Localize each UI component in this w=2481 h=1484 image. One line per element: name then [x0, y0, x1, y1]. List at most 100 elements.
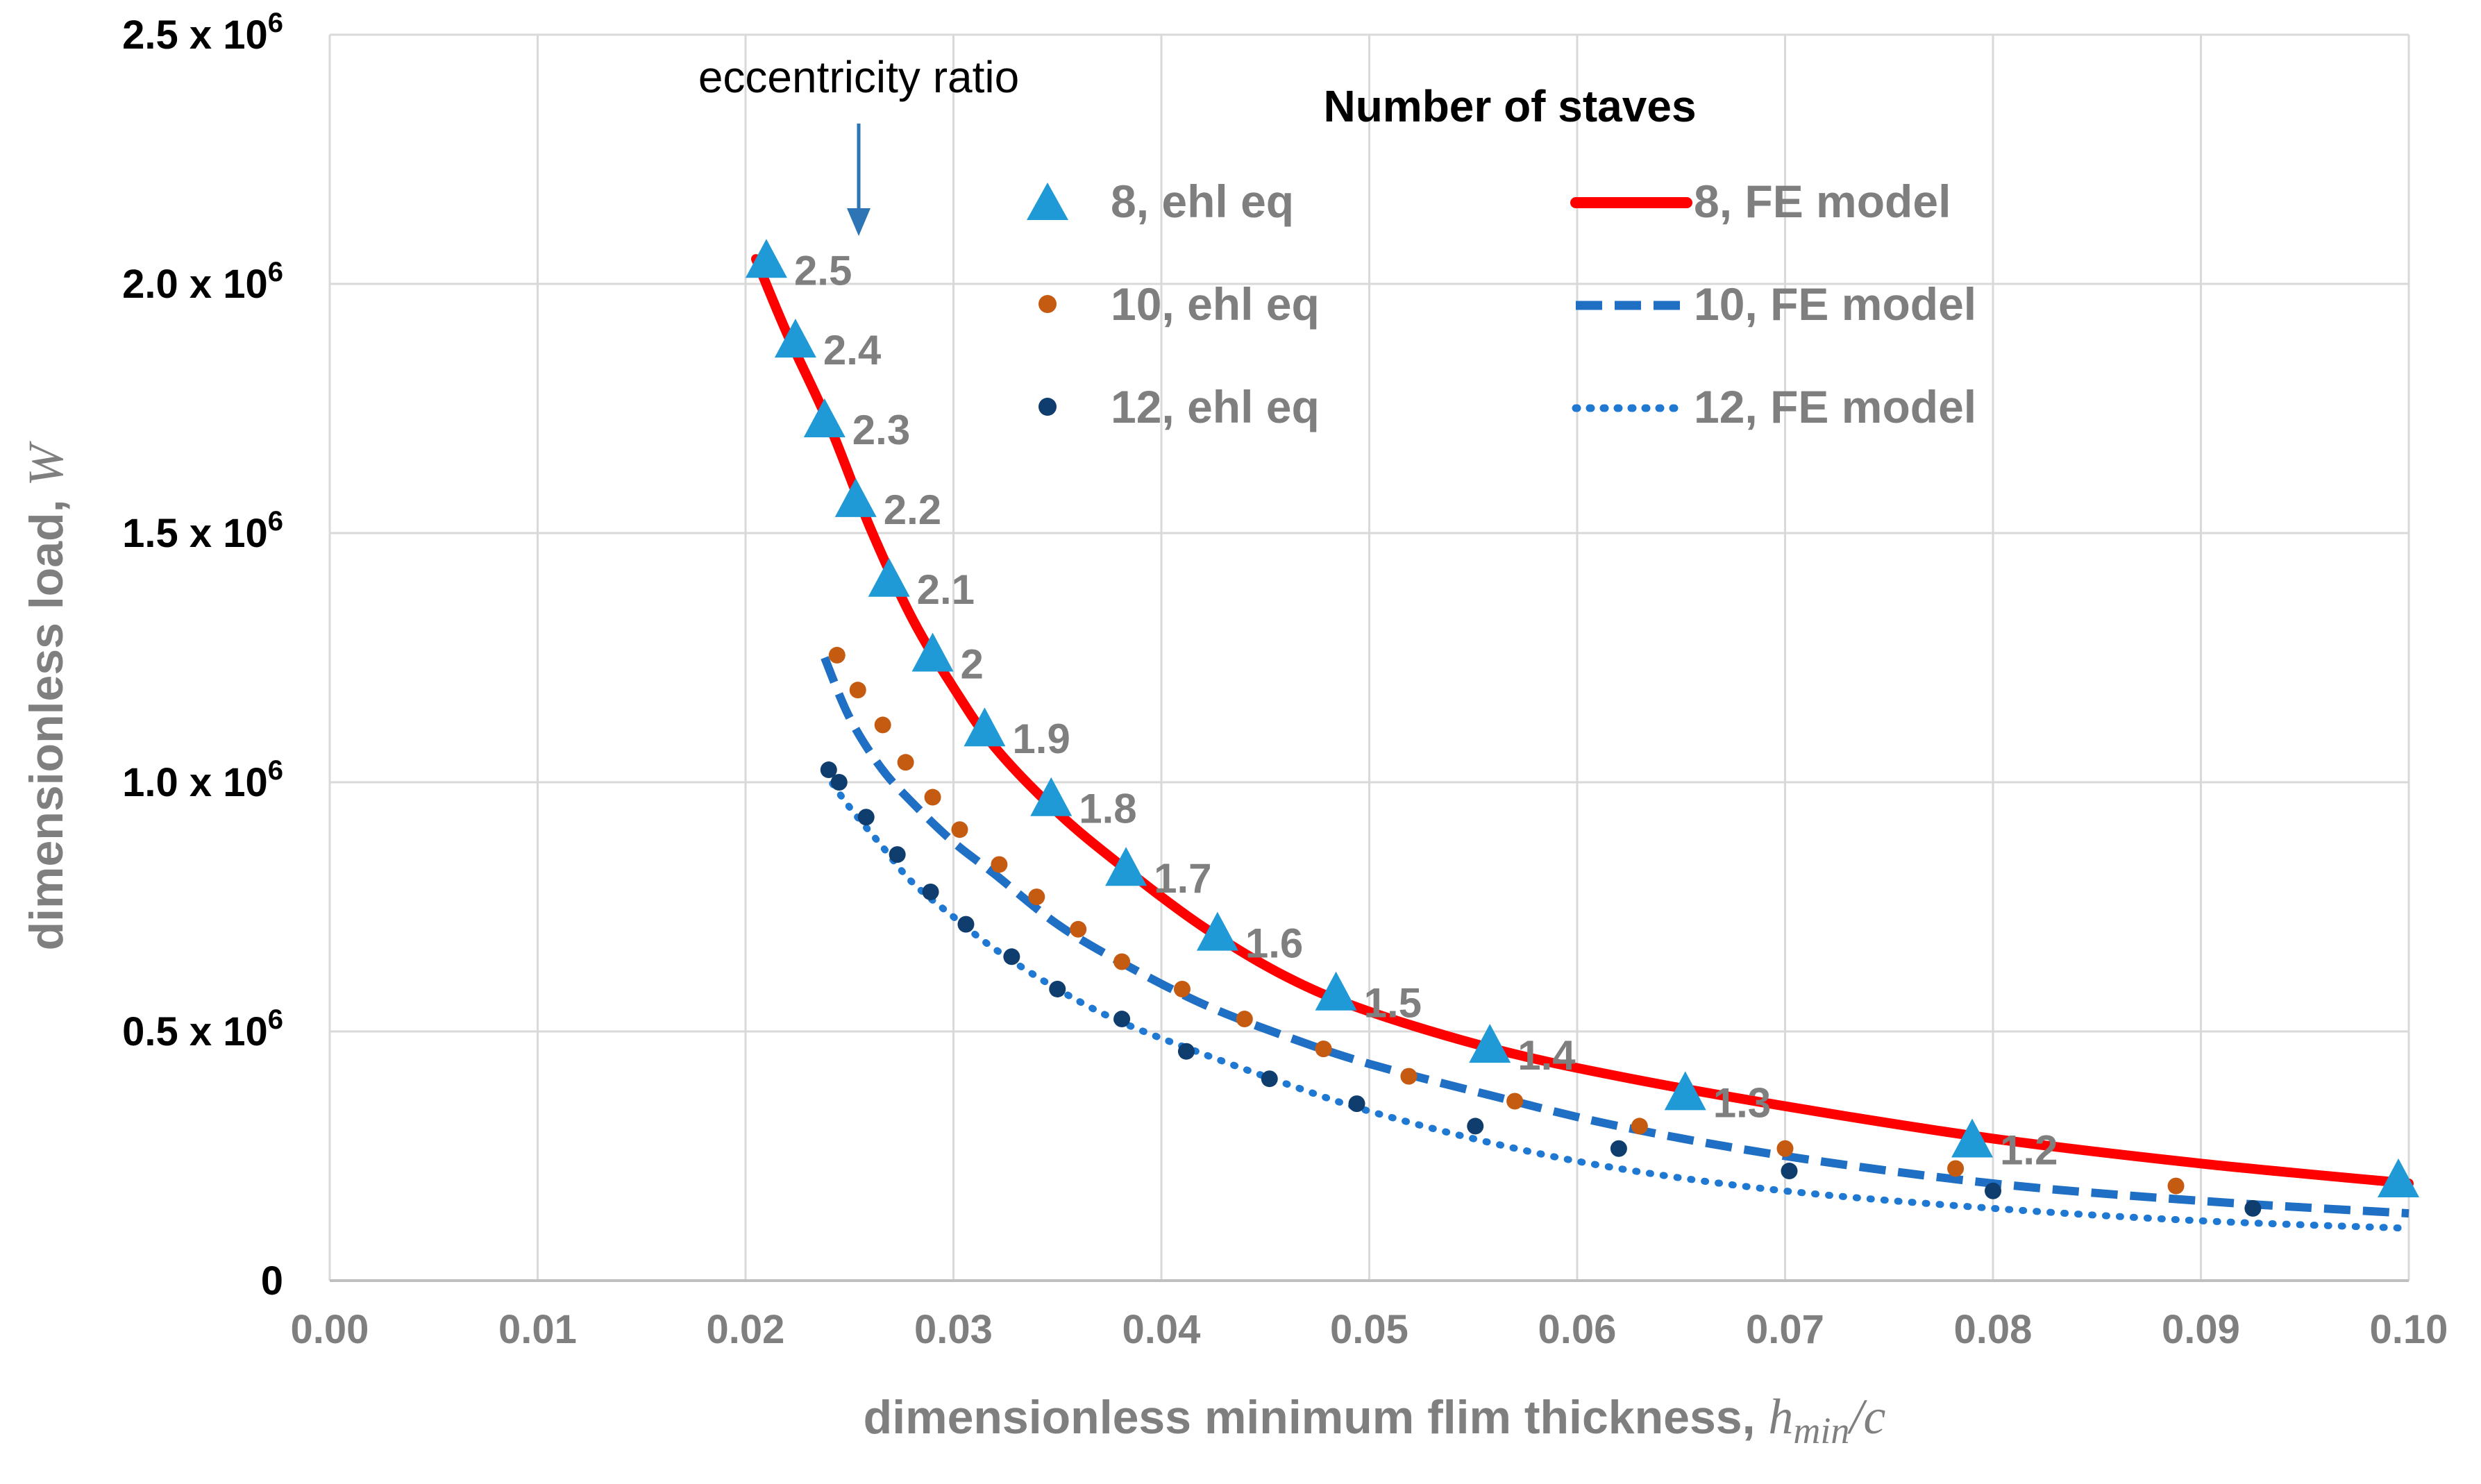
eccentricity-label: 2.4 [823, 327, 882, 373]
data-point-8-ehl [911, 632, 954, 672]
y-tick-label-base: 0.5 x 10 [122, 1009, 268, 1054]
data-point-8-ehl [964, 707, 1006, 747]
legend-label-10-ehl: 10, ehl eq [1111, 278, 1320, 330]
eccentricity-label: 2.1 [917, 566, 975, 613]
data-point-8-ehl [868, 557, 910, 597]
x-tick-label: 0.06 [1538, 1307, 1617, 1352]
x-tick-label: 0.03 [914, 1307, 993, 1352]
data-point-12-ehl [2244, 1199, 2262, 1217]
data-point-10-ehl [1506, 1093, 1524, 1110]
x-tick-label: 0.05 [1330, 1307, 1408, 1352]
x-axis-label-tail: /c [1847, 1389, 1885, 1444]
data-point-10-ehl [1631, 1118, 1648, 1135]
y-tick-label-base: 2.5 x 10 [122, 12, 268, 58]
data-point-8-ehl [803, 398, 846, 438]
data-point-12-ehl [1467, 1118, 1484, 1135]
y-tick-label: 2.0 x 106 [122, 257, 283, 307]
y-tick-label-exponent: 6 [268, 1004, 283, 1035]
legend-label-10-fe: 10, FE model [1694, 278, 1976, 330]
legend-title: Number of staves [1323, 81, 1696, 131]
y-tick-label: 1.5 x 106 [122, 506, 283, 556]
data-point-8-ehl [1030, 777, 1073, 816]
data-point-10-ehl [951, 821, 968, 838]
x-tick-label: 0.08 [1954, 1307, 2033, 1352]
legend: Number of staves 8, ehl eq 10, ehl eq 12… [1027, 81, 1976, 432]
y-tick-label-exponent: 6 [268, 506, 283, 537]
eccentricity-label: 1.5 [1364, 980, 1422, 1027]
data-point-12-ehl [889, 846, 906, 863]
data-point-8-ehl [2378, 1158, 2420, 1197]
eccentricity-label: 1.7 [1154, 855, 1211, 902]
data-point-10-ehl [1173, 980, 1191, 997]
legend-marker-8-ehl [1027, 183, 1068, 220]
data-point-10-ehl [924, 789, 941, 806]
x-tick-label: 0.07 [1746, 1307, 1824, 1352]
x-tick-label: 0.00 [291, 1307, 369, 1352]
y-tick-label-base: 1.5 x 10 [122, 511, 268, 556]
legend-label-8-ehl: 8, ehl eq [1111, 176, 1294, 227]
y-tick-label-base: 1.0 x 10 [122, 760, 268, 805]
data-point-8-ehl [1315, 971, 1357, 1011]
data-point-12-ehl [1985, 1182, 2001, 1199]
legend-marker-10-ehl [1038, 295, 1057, 313]
data-point-10-ehl [1028, 888, 1045, 906]
eccentricity-label: 1.3 [1713, 1079, 1771, 1126]
data-point-10-ehl [849, 682, 866, 699]
eccentricity-label: 1.6 [1245, 920, 1303, 967]
data-point-12-ehl [1610, 1140, 1627, 1157]
legend-label-12-fe: 12, FE model [1694, 381, 1976, 432]
data-point-12-ehl [1049, 980, 1066, 997]
data-point-10-ehl [1776, 1140, 1794, 1157]
eccentricity-label: 2.2 [884, 487, 941, 533]
x-tick-label: 0.04 [1122, 1307, 1201, 1352]
y-axis-label-italic: W [18, 441, 74, 487]
data-point-8-ehl [1105, 847, 1147, 886]
data-point-8-ehl [834, 478, 877, 517]
data-point-12-ehl [857, 809, 875, 826]
data-point-8-ehl [1196, 911, 1238, 951]
data-point-12-ehl [1348, 1095, 1365, 1113]
data-point-12-ehl [957, 916, 975, 933]
data-point-8-ehl [774, 319, 816, 358]
series-layer [745, 239, 2420, 1232]
data-point-12-ehl [1113, 1011, 1131, 1028]
gridlines [328, 33, 2410, 1281]
data-point-10-ehl [897, 754, 914, 771]
y-axis-label: dimensionless load, W [18, 441, 74, 951]
eccentricity-label: 1.9 [1012, 716, 1070, 762]
tick-labels: 0.00 0.01 0.02 0.03 0.04 0.05 0.06 0.07 0.08 0.09… [122, 8, 2448, 1352]
data-point-8-ehl [1951, 1118, 1994, 1158]
data-point-12-ehl [1781, 1163, 1798, 1180]
data-point-10-ehl [1236, 1011, 1253, 1028]
data-point-10-ehl [1070, 920, 1087, 938]
data-point-10-ehl [1947, 1160, 1965, 1177]
data-point-12-ehl [1003, 948, 1020, 966]
data-point-10-ehl [1113, 953, 1131, 970]
series-line-12-fe-model [821, 768, 2412, 1232]
data-point-10-ehl [828, 646, 846, 664]
data-point-10-ehl [1315, 1040, 1332, 1058]
eccentricity-labels: 2.5 2.4 2.3 2.2 2.1 2 1.91.8 1.7 1.6 1.5 1.4 1.3 1.2 [794, 247, 2058, 1173]
y-tick-label: 0 [261, 1258, 283, 1304]
data-point-10-ehl [874, 716, 891, 734]
x-tick-label: 0.02 [707, 1307, 785, 1352]
data-point-8-ehl [745, 239, 787, 278]
data-point-10-ehl [2167, 1177, 2185, 1195]
data-point-8-ehl [1664, 1071, 1706, 1111]
data-point-12-ehl [1261, 1070, 1278, 1088]
y-tick-label: 1.0 x 106 [122, 755, 283, 805]
x-axis-label-sub: min [1793, 1410, 1849, 1451]
series-line-8-fe-model [751, 254, 2414, 1188]
data-point-12-ehl [922, 883, 939, 900]
x-tick-label: 0.09 [2162, 1307, 2240, 1352]
data-point-10-ehl [1400, 1068, 1418, 1085]
x-tick-label: 0.10 [2370, 1307, 2448, 1352]
y-tick-label: 0.5 x 106 [122, 1004, 283, 1054]
annotation-arrow [847, 124, 871, 236]
data-point-12-ehl [820, 761, 837, 779]
x-tick-label: 0.01 [498, 1307, 577, 1352]
x-axis-label-italic: h [1768, 1389, 1793, 1444]
y-tick-label-base: 0 [261, 1258, 283, 1304]
